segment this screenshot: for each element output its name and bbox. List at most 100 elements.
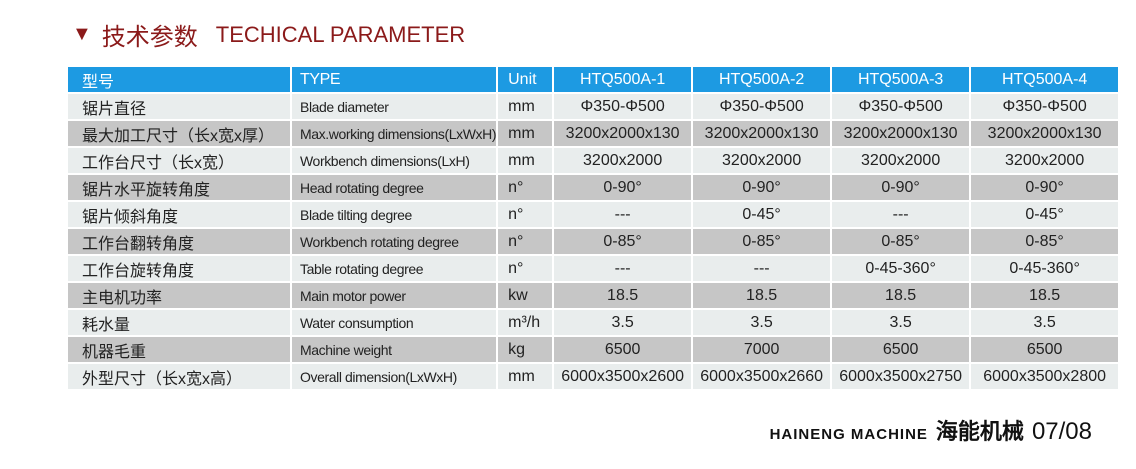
section-title-en: TECHICAL PARAMETER [215, 21, 466, 47]
table-cell: 0-45-360° [832, 256, 970, 281]
table-cell: 6500 [832, 337, 970, 362]
table-row: 锯片倾斜角度 Blade tilting degree n° --- 0-45° --- 0… [68, 202, 1119, 227]
table-row: 耗水量 Water consumption m³/h 3.5 3.5 3.5 3.5 [68, 310, 1119, 335]
table-cell: 3200x2000 [554, 148, 692, 173]
table-cell: 6000x3500x2750 [832, 364, 970, 389]
table-row: 主电机功率 Main motor power kw 18.5 18.5 18.5 18.5 [68, 283, 1119, 308]
table-cell: 工作台翻转角度 [68, 229, 290, 254]
table-cell: 工作台旋转角度 [68, 256, 290, 281]
table-cell: Max.working dimensions(LxWxH) [292, 121, 497, 146]
table-cell: 6000x3500x2800 [971, 364, 1119, 389]
table-cell: 锯片水平旋转角度 [68, 175, 290, 200]
table-cell: --- [554, 202, 692, 227]
table-row: 工作台旋转角度 Table rotating degree n° --- --- 0-45… [68, 256, 1119, 281]
table-cell: Water consumption [292, 310, 497, 335]
table-cell: 18.5 [693, 283, 831, 308]
table-cell: Φ350-Φ500 [554, 94, 692, 119]
table-row: 工作台翻转角度 Workbench rotating degree n° 0-85° 0… [68, 229, 1119, 254]
table-cell: n° [498, 202, 553, 227]
table-cell: HTQ500A-3 [832, 67, 970, 92]
brand-name-zh: 海能机械 [935, 419, 1024, 444]
table-cell: 18.5 [554, 283, 692, 308]
table-header-row: 型号 TYPE Unit HTQ500A-1 HTQ500A-2 HTQ500A-3 HTQ… [68, 67, 1119, 92]
table-cell: 3.5 [693, 310, 831, 335]
table-cell: Table rotating degree [292, 256, 497, 281]
table-cell: 3200x2000 [971, 148, 1119, 173]
table-cell: n° [498, 256, 553, 281]
table-cell: 0-85° [693, 229, 831, 254]
brand-name: HAINENG MACHINE [769, 426, 928, 443]
table-row: 最大加工尺寸（长x宽x厚） Max.working dimensions(LxWx… [68, 121, 1119, 146]
table-cell: Overall dimension(LxWxH) [292, 364, 497, 389]
table-cell: 3.5 [554, 310, 692, 335]
table-cell: kw [498, 283, 553, 308]
table-cell: 3200x2000 [832, 148, 970, 173]
table-cell: HTQ500A-2 [693, 67, 831, 92]
table-cell: 0-45° [693, 202, 831, 227]
table-cell: 7000 [693, 337, 831, 362]
table-cell: Main motor power [292, 283, 497, 308]
table-cell: Blade tilting degree [292, 202, 497, 227]
table-cell: Machine weight [292, 337, 497, 362]
table-cell: 0-45° [971, 202, 1119, 227]
table-cell: 3200x2000 [693, 148, 831, 173]
table-cell: 工作台尺寸（长x宽） [68, 148, 290, 173]
table-cell: 6500 [554, 337, 692, 362]
table-cell: m³/h [498, 310, 553, 335]
table-cell: 3200x2000x130 [832, 121, 970, 146]
table-cell: Head rotating degree [292, 175, 497, 200]
table-cell: HTQ500A-4 [971, 67, 1119, 92]
table-cell: 3.5 [832, 310, 970, 335]
table-cell: 3200x2000x130 [554, 121, 692, 146]
table-cell: 0-45-360° [971, 256, 1119, 281]
table-cell: HTQ500A-1 [554, 67, 692, 92]
page-number: 07/08 [1031, 418, 1092, 445]
table-cell: n° [498, 175, 553, 200]
table-cell: 0-85° [832, 229, 970, 254]
table-cell: TYPE [292, 67, 497, 92]
table-cell: 3200x2000x130 [971, 121, 1119, 146]
table-cell: 机器毛重 [68, 337, 290, 362]
table-cell: Unit [498, 67, 553, 92]
table-cell: Workbench rotating degree [292, 229, 497, 254]
table-cell: 0-90° [693, 175, 831, 200]
table-cell: 最大加工尺寸（长x宽x厚） [68, 121, 290, 146]
table-row: 锯片直径 Blade diameter mm Φ350-Φ500 Φ350-Φ500 Φ3… [68, 94, 1119, 119]
table-cell: 0-90° [832, 175, 970, 200]
table-cell: 0-90° [554, 175, 692, 200]
table-cell: kg [498, 337, 553, 362]
table-cell: Φ350-Φ500 [832, 94, 970, 119]
table-cell: mm [498, 148, 553, 173]
table-cell: 3200x2000x130 [693, 121, 831, 146]
table-cell: 锯片倾斜角度 [68, 202, 290, 227]
table-cell: 6500 [971, 337, 1119, 362]
table-cell: 0-90° [971, 175, 1119, 200]
table-cell: 外型尺寸（长x宽x高） [68, 364, 290, 389]
table-cell: 0-85° [554, 229, 692, 254]
table-cell: 耗水量 [68, 310, 290, 335]
table-cell: 型号 [68, 67, 290, 92]
table-cell: Φ350-Φ500 [693, 94, 831, 119]
table-cell: mm [498, 364, 553, 389]
table-cell: 6000x3500x2600 [554, 364, 692, 389]
table-cell: 主电机功率 [68, 283, 290, 308]
table-cell: Blade diameter [292, 94, 497, 119]
table-cell: --- [832, 202, 970, 227]
footer: HAINENG MACHINE 海能机械 07/08 [770, 414, 1092, 446]
triangle-down-icon: ▼ [72, 23, 92, 45]
table-cell: --- [693, 256, 831, 281]
parameter-table: 型号 TYPE Unit HTQ500A-1 HTQ500A-2 HTQ500A-3 HTQ… [66, 65, 1120, 391]
table-cell: 18.5 [832, 283, 970, 308]
table-cell: mm [498, 121, 553, 146]
table-row: 锯片水平旋转角度 Head rotating degree n° 0-90° 0-90°… [68, 175, 1119, 200]
table-cell: mm [498, 94, 553, 119]
table-row: 工作台尺寸（长x宽） Workbench dimensions(LxH) mm 320… [68, 148, 1119, 173]
table-cell: 0-85° [971, 229, 1119, 254]
section-title: ▼ 技术参数 TECHICAL PARAMETER [72, 17, 465, 52]
table-cell: n° [498, 229, 553, 254]
table-cell: 18.5 [971, 283, 1119, 308]
table-cell: 3.5 [971, 310, 1119, 335]
section-title-zh: 技术参数 [101, 24, 198, 51]
table-cell: Workbench dimensions(LxH) [292, 148, 497, 173]
table-row: 外型尺寸（长x宽x高） Overall dimension(LxWxH) mm 600… [68, 364, 1119, 389]
